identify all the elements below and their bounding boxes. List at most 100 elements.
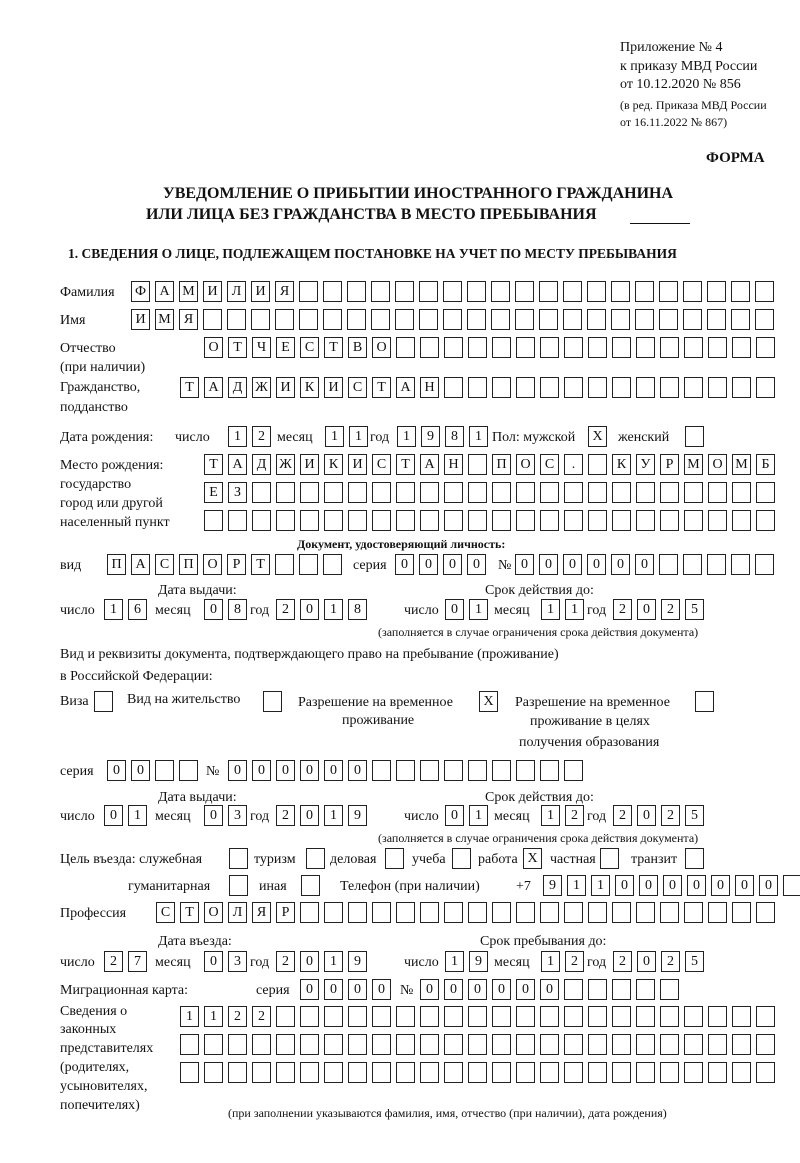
p-private-checkbox[interactable] bbox=[600, 848, 624, 870]
char-cell[interactable]: О bbox=[204, 337, 223, 358]
char-cell[interactable] bbox=[588, 337, 607, 358]
char-cell[interactable]: 0 bbox=[515, 554, 534, 575]
char-cell[interactable] bbox=[660, 1034, 679, 1055]
char-cell[interactable] bbox=[420, 1006, 439, 1027]
char-cell[interactable] bbox=[323, 554, 342, 575]
char-cell[interactable]: 1 bbox=[349, 426, 368, 447]
char-cell[interactable] bbox=[612, 337, 631, 358]
char-cell[interactable] bbox=[276, 1062, 295, 1083]
char-cell[interactable] bbox=[684, 377, 703, 398]
char-cell[interactable]: 0 bbox=[492, 979, 511, 1000]
char-cell[interactable] bbox=[732, 1006, 751, 1027]
sex-male-checkbox[interactable]: X bbox=[588, 426, 612, 448]
char-cell[interactable]: 0 bbox=[300, 979, 319, 1000]
char-cell[interactable]: 9 bbox=[543, 875, 562, 896]
char-cell[interactable] bbox=[324, 482, 343, 503]
char-cell[interactable] bbox=[252, 1034, 271, 1055]
char-cell[interactable]: 2 bbox=[276, 805, 295, 826]
char-cell[interactable] bbox=[300, 1034, 319, 1055]
char-cell[interactable]: Р bbox=[660, 454, 679, 475]
checkbox-cell[interactable]: X bbox=[523, 848, 542, 869]
char-cell[interactable] bbox=[783, 875, 800, 896]
char-cell[interactable] bbox=[732, 337, 751, 358]
char-cell[interactable]: 2 bbox=[661, 599, 680, 620]
char-cell[interactable]: С bbox=[300, 337, 319, 358]
char-cell[interactable] bbox=[612, 1006, 631, 1027]
char-cell[interactable] bbox=[155, 760, 174, 781]
char-cell[interactable]: А bbox=[131, 554, 150, 575]
char-cell[interactable] bbox=[372, 510, 391, 531]
char-cell[interactable] bbox=[732, 902, 751, 923]
char-cell[interactable]: 0 bbox=[228, 760, 247, 781]
char-cell[interactable]: П bbox=[179, 554, 198, 575]
char-cell[interactable] bbox=[731, 554, 750, 575]
char-cell[interactable]: С bbox=[372, 454, 391, 475]
p-transit-checkbox[interactable] bbox=[685, 848, 709, 870]
char-cell[interactable] bbox=[468, 377, 487, 398]
checkbox-cell[interactable] bbox=[695, 691, 714, 712]
char-cell[interactable]: 1 bbox=[324, 951, 343, 972]
p-service-checkbox[interactable] bbox=[229, 848, 253, 870]
char-cell[interactable]: М bbox=[684, 454, 703, 475]
char-cell[interactable] bbox=[468, 1062, 487, 1083]
char-cell[interactable] bbox=[252, 510, 271, 531]
char-cell[interactable]: 9 bbox=[421, 426, 440, 447]
char-cell[interactable] bbox=[444, 760, 463, 781]
char-cell[interactable] bbox=[636, 1034, 655, 1055]
char-cell[interactable] bbox=[444, 337, 463, 358]
char-cell[interactable]: 8 bbox=[228, 599, 247, 620]
char-cell[interactable]: 1 bbox=[469, 599, 488, 620]
char-cell[interactable]: 0 bbox=[635, 554, 654, 575]
char-cell[interactable] bbox=[756, 337, 775, 358]
char-cell[interactable] bbox=[468, 510, 487, 531]
char-cell[interactable] bbox=[588, 1006, 607, 1027]
char-cell[interactable]: 1 bbox=[541, 805, 560, 826]
char-cell[interactable] bbox=[180, 1034, 199, 1055]
char-cell[interactable] bbox=[324, 1006, 343, 1027]
char-cell[interactable]: Б bbox=[756, 454, 775, 475]
char-cell[interactable] bbox=[491, 281, 510, 302]
char-cell[interactable]: А bbox=[204, 377, 223, 398]
char-cell[interactable] bbox=[708, 1006, 727, 1027]
char-cell[interactable] bbox=[420, 510, 439, 531]
char-cell[interactable] bbox=[515, 309, 534, 330]
char-cell[interactable] bbox=[468, 482, 487, 503]
char-cell[interactable] bbox=[492, 510, 511, 531]
char-cell[interactable] bbox=[731, 309, 750, 330]
birthplace3-field[interactable] bbox=[204, 510, 780, 532]
char-cell[interactable] bbox=[755, 281, 774, 302]
char-cell[interactable]: А bbox=[396, 377, 415, 398]
char-cell[interactable] bbox=[636, 1006, 655, 1027]
char-cell[interactable]: 0 bbox=[687, 875, 706, 896]
char-cell[interactable] bbox=[540, 902, 559, 923]
char-cell[interactable] bbox=[348, 1062, 367, 1083]
char-cell[interactable] bbox=[660, 1006, 679, 1027]
char-cell[interactable] bbox=[420, 760, 439, 781]
char-cell[interactable] bbox=[612, 979, 631, 1000]
checkbox-cell[interactable] bbox=[685, 848, 704, 869]
char-cell[interactable] bbox=[444, 1034, 463, 1055]
char-cell[interactable] bbox=[516, 510, 535, 531]
char-cell[interactable]: 2 bbox=[613, 599, 632, 620]
char-cell[interactable]: 1 bbox=[469, 805, 488, 826]
char-cell[interactable]: 0 bbox=[348, 979, 367, 1000]
char-cell[interactable] bbox=[732, 377, 751, 398]
char-cell[interactable] bbox=[636, 902, 655, 923]
char-cell[interactable] bbox=[756, 1006, 775, 1027]
char-cell[interactable] bbox=[636, 1062, 655, 1083]
char-cell[interactable]: К bbox=[612, 454, 631, 475]
char-cell[interactable]: 0 bbox=[324, 760, 343, 781]
char-cell[interactable] bbox=[443, 281, 462, 302]
char-cell[interactable] bbox=[228, 1062, 247, 1083]
char-cell[interactable]: 1 bbox=[397, 426, 416, 447]
char-cell[interactable] bbox=[708, 902, 727, 923]
char-cell[interactable]: 8 bbox=[348, 599, 367, 620]
char-cell[interactable] bbox=[612, 510, 631, 531]
